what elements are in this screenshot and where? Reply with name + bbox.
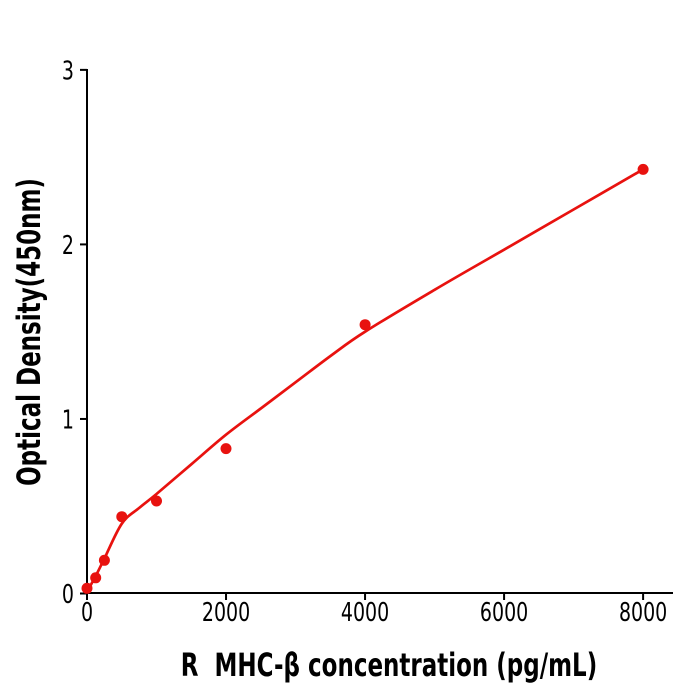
x-tick-label-group: 4000 bbox=[341, 598, 389, 628]
data-point bbox=[116, 511, 128, 523]
data-point bbox=[637, 163, 649, 175]
x-tick-label: 6000 bbox=[480, 598, 528, 628]
y-axis-label: Optical Density(450nm) bbox=[10, 178, 48, 486]
fit-curve-line bbox=[85, 168, 645, 594]
x-tick-label: 2000 bbox=[202, 598, 250, 628]
y-tick-label: 3 bbox=[62, 56, 74, 86]
y-tick-label: 0 bbox=[62, 580, 74, 610]
data-points bbox=[81, 163, 649, 594]
x-axis-label: R MHC-β concentration (pg/mL) bbox=[181, 646, 597, 684]
axes-spines bbox=[86, 69, 673, 594]
y-tick-label: 2 bbox=[62, 231, 74, 261]
x-tick-label-group: 6000 bbox=[480, 598, 528, 628]
y-tick-label-group: 0 bbox=[62, 580, 74, 610]
y-tick-label: 1 bbox=[62, 406, 74, 436]
data-point bbox=[81, 582, 93, 594]
y-tick-label-group: 3 bbox=[62, 56, 74, 86]
data-point bbox=[359, 319, 371, 331]
data-point bbox=[90, 572, 102, 584]
x-tick-label: 0 bbox=[81, 598, 93, 628]
x-tick-label-group: 0 bbox=[81, 598, 93, 628]
y-axis-label-group: Optical Density(450nm) bbox=[10, 178, 48, 486]
data-point bbox=[151, 495, 162, 507]
y-tick-label-group: 1 bbox=[62, 406, 74, 436]
x-tick-label: 8000 bbox=[619, 598, 667, 628]
x-axis-ticks: 0 2000 4000 6000 8000 bbox=[81, 593, 667, 628]
data-point bbox=[220, 443, 232, 455]
x-axis-label-group: R MHC-β concentration (pg/mL) bbox=[181, 646, 597, 684]
data-point bbox=[98, 554, 110, 566]
x-tick-label-group: 2000 bbox=[202, 598, 250, 628]
x-tick-label: 4000 bbox=[341, 598, 389, 628]
y-tick-label-group: 2 bbox=[62, 231, 74, 261]
y-axis-ticks: 0 1 2 3 bbox=[62, 56, 87, 610]
x-tick-label-group: 8000 bbox=[619, 598, 667, 628]
